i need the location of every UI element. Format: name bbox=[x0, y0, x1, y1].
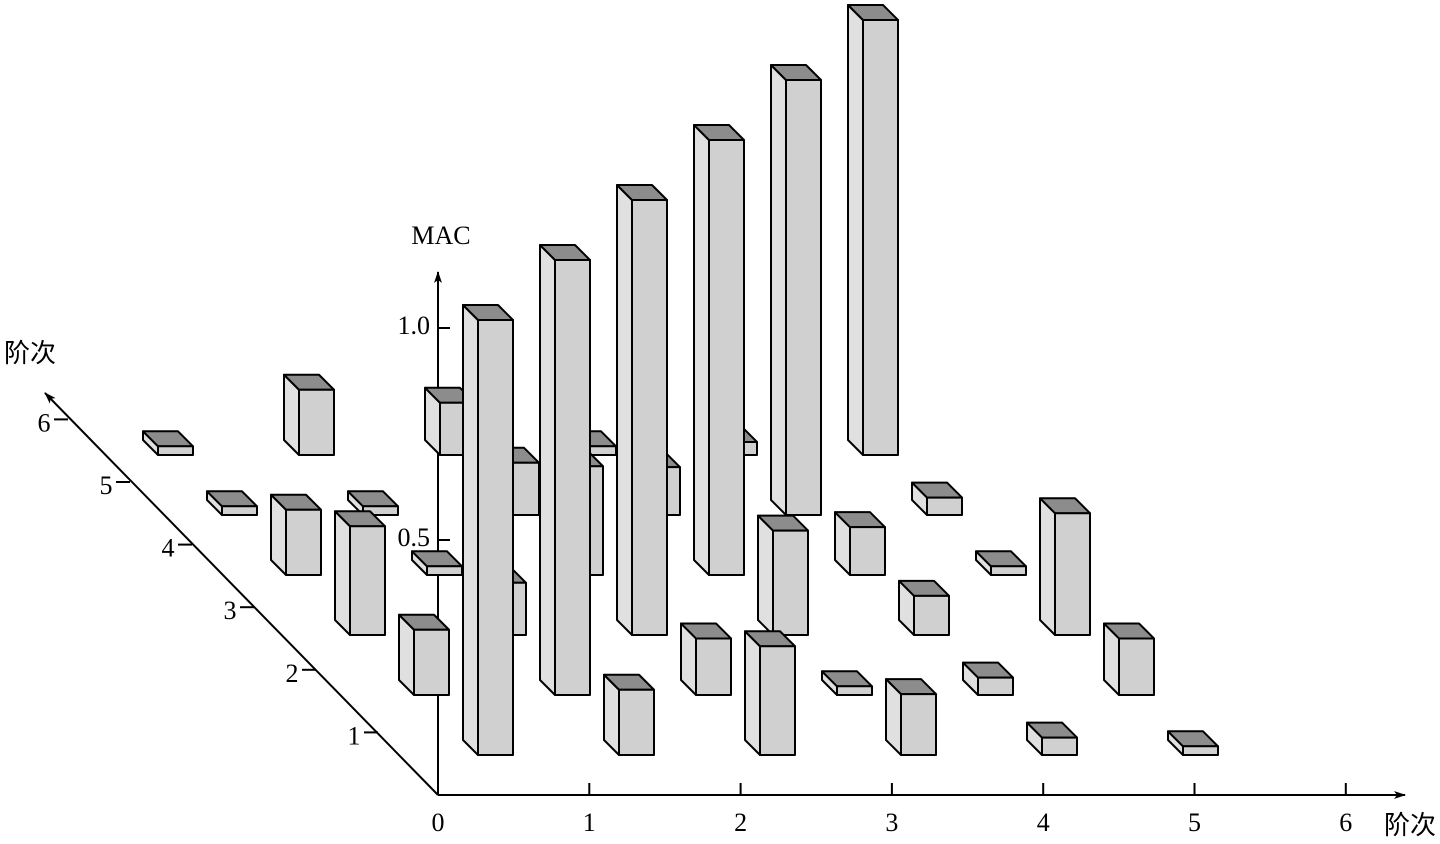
bar-front bbox=[1054, 512, 1091, 636]
bar bbox=[693, 124, 745, 576]
bar bbox=[1167, 730, 1219, 756]
bar bbox=[206, 490, 258, 516]
bar bbox=[834, 511, 886, 576]
z-tick-label: 1.0 bbox=[398, 311, 431, 340]
y-axis-label: 阶次 bbox=[4, 339, 56, 368]
bar-front bbox=[836, 685, 873, 696]
bar-front bbox=[926, 496, 963, 516]
x-tick-label: 1 bbox=[583, 808, 596, 837]
bar-side bbox=[462, 304, 479, 756]
bar bbox=[847, 4, 899, 456]
x-axis-label: 阶次 bbox=[1384, 811, 1436, 840]
bar-front bbox=[772, 529, 809, 636]
bar-front bbox=[785, 79, 822, 516]
bar bbox=[744, 630, 796, 756]
bar-front bbox=[349, 525, 386, 636]
bar bbox=[1026, 721, 1078, 756]
z-axis-label: MAC bbox=[411, 221, 470, 250]
bar bbox=[975, 550, 1027, 576]
bar-front bbox=[477, 319, 514, 756]
bar-front bbox=[913, 594, 950, 636]
bar bbox=[411, 550, 463, 576]
bar-front bbox=[1041, 736, 1078, 756]
x-tick-label: 5 bbox=[1188, 808, 1201, 837]
bar-front bbox=[759, 645, 796, 756]
bar-side bbox=[744, 630, 761, 756]
y-tick-label: 5 bbox=[100, 471, 113, 500]
bar-side bbox=[757, 514, 774, 636]
bar-front bbox=[298, 388, 335, 456]
bar-front bbox=[862, 19, 899, 456]
bar-front bbox=[990, 565, 1027, 576]
bar bbox=[1103, 622, 1155, 696]
bar bbox=[270, 493, 322, 576]
bar bbox=[603, 673, 655, 756]
y-tick-label: 1 bbox=[348, 721, 361, 750]
bar-front bbox=[977, 676, 1014, 696]
x-tick-label: 3 bbox=[885, 808, 898, 837]
bar bbox=[885, 678, 937, 756]
y-tick-label: 3 bbox=[224, 596, 237, 625]
bar-front bbox=[708, 139, 745, 576]
bar bbox=[539, 244, 591, 696]
bar bbox=[898, 579, 950, 636]
bar-side bbox=[693, 124, 710, 576]
bar-front bbox=[413, 628, 450, 696]
y-tick-label: 4 bbox=[162, 534, 175, 563]
bar bbox=[347, 490, 399, 516]
bar-front bbox=[1182, 745, 1219, 756]
bar-side bbox=[539, 244, 556, 696]
x-tick-label: 0 bbox=[432, 808, 445, 837]
bar-front bbox=[900, 693, 937, 756]
bar bbox=[770, 64, 822, 516]
bar bbox=[821, 670, 873, 696]
bar-side bbox=[616, 184, 633, 636]
bar-front bbox=[618, 688, 655, 756]
bar bbox=[1039, 497, 1091, 636]
bar-side bbox=[847, 4, 864, 456]
bar bbox=[962, 661, 1014, 696]
bar-front bbox=[221, 505, 258, 516]
x-tick-label: 4 bbox=[1037, 808, 1050, 837]
bar bbox=[757, 514, 809, 636]
bar-front bbox=[157, 445, 194, 456]
bar-front bbox=[631, 199, 668, 636]
bar-side bbox=[1039, 497, 1056, 636]
x-tick-label: 6 bbox=[1339, 808, 1352, 837]
bar-front bbox=[426, 565, 463, 576]
bar bbox=[398, 613, 450, 696]
y-axis bbox=[44, 392, 439, 796]
bar-side bbox=[334, 510, 351, 636]
bar bbox=[334, 510, 386, 636]
bar bbox=[462, 304, 514, 756]
x-tick-label: 2 bbox=[734, 808, 747, 837]
bar-front bbox=[695, 637, 732, 696]
bar bbox=[142, 430, 194, 456]
bar-front bbox=[554, 259, 591, 696]
bar-front bbox=[849, 526, 886, 576]
bar-front bbox=[1118, 637, 1155, 696]
y-tick-label: 2 bbox=[286, 659, 299, 688]
bar bbox=[616, 184, 668, 636]
y-tick-label: 6 bbox=[38, 408, 51, 437]
bar-front bbox=[285, 508, 322, 576]
bar bbox=[911, 481, 963, 516]
bar bbox=[283, 373, 335, 456]
z-tick-label: 0.5 bbox=[398, 523, 431, 552]
bar bbox=[680, 622, 732, 696]
bar-side bbox=[770, 64, 787, 516]
